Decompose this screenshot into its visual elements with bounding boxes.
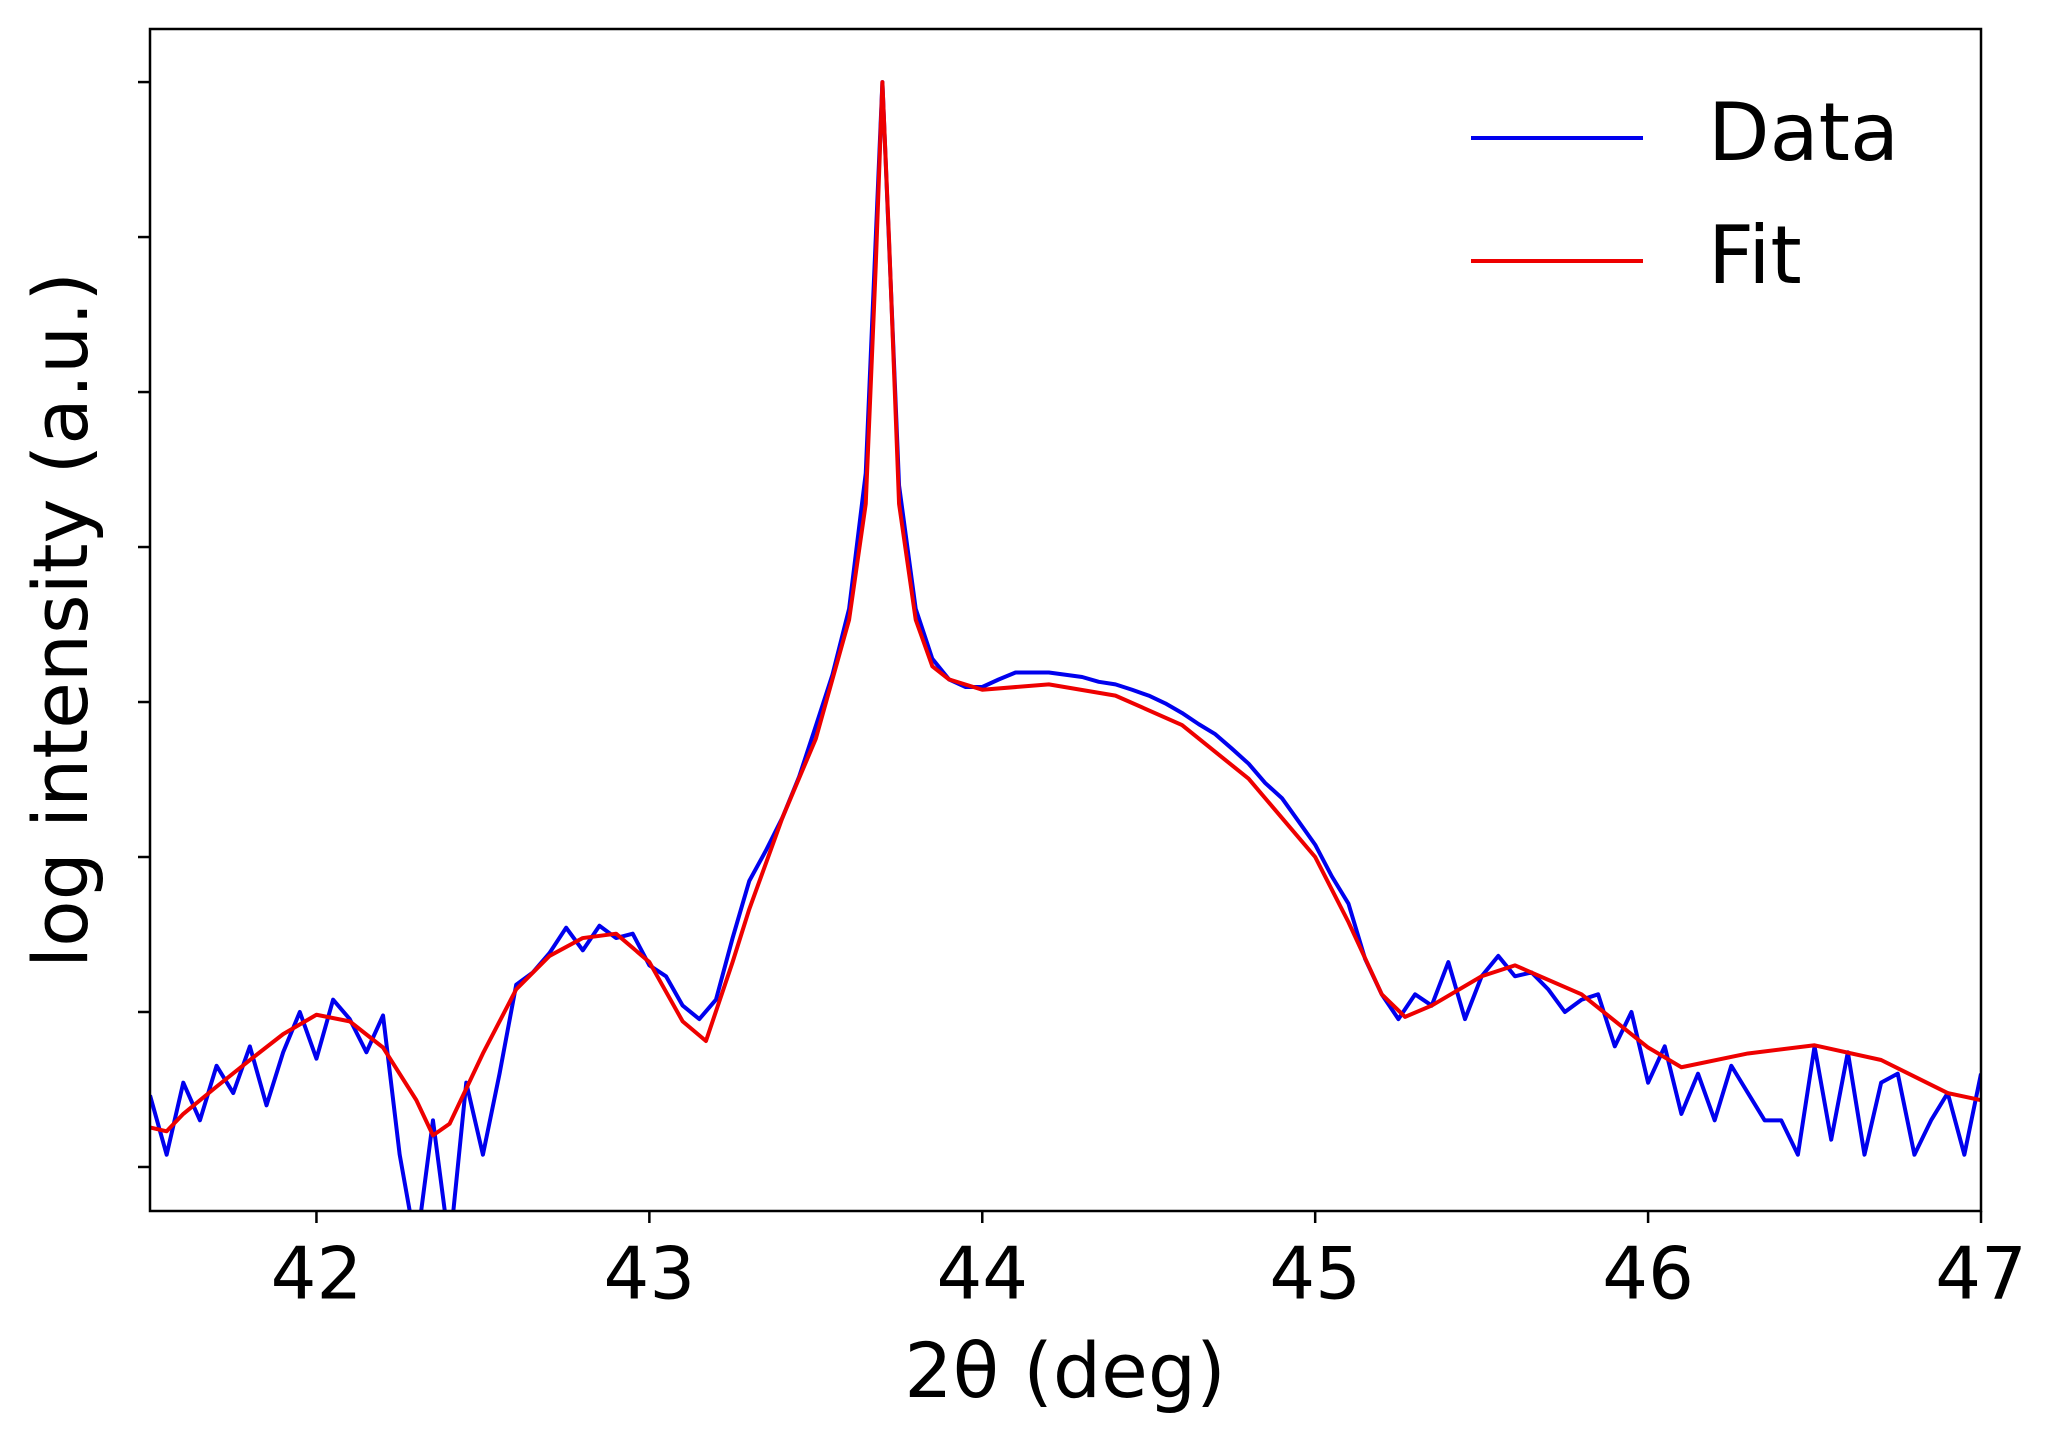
series-line	[150, 80, 1981, 1211]
y-axis-label: log intensity (a.u.)	[16, 272, 105, 968]
x-tick-label: 45	[1269, 1232, 1361, 1316]
x-tick-label: 44	[936, 1232, 1028, 1316]
legend-label: Fit	[1708, 209, 1802, 302]
legend-label: Data	[1708, 86, 1899, 179]
x-axis-label: 2θ (deg)	[904, 1326, 1226, 1415]
plot-area	[150, 80, 1981, 1211]
x-tick-label: 47	[1935, 1232, 2027, 1316]
x-tick-label: 42	[271, 1232, 363, 1316]
axes-frame	[148, 27, 1983, 1213]
series-line	[150, 80, 1981, 1138]
x-tick-label: 46	[1602, 1232, 1694, 1316]
x-tick-label: 43	[604, 1232, 696, 1316]
